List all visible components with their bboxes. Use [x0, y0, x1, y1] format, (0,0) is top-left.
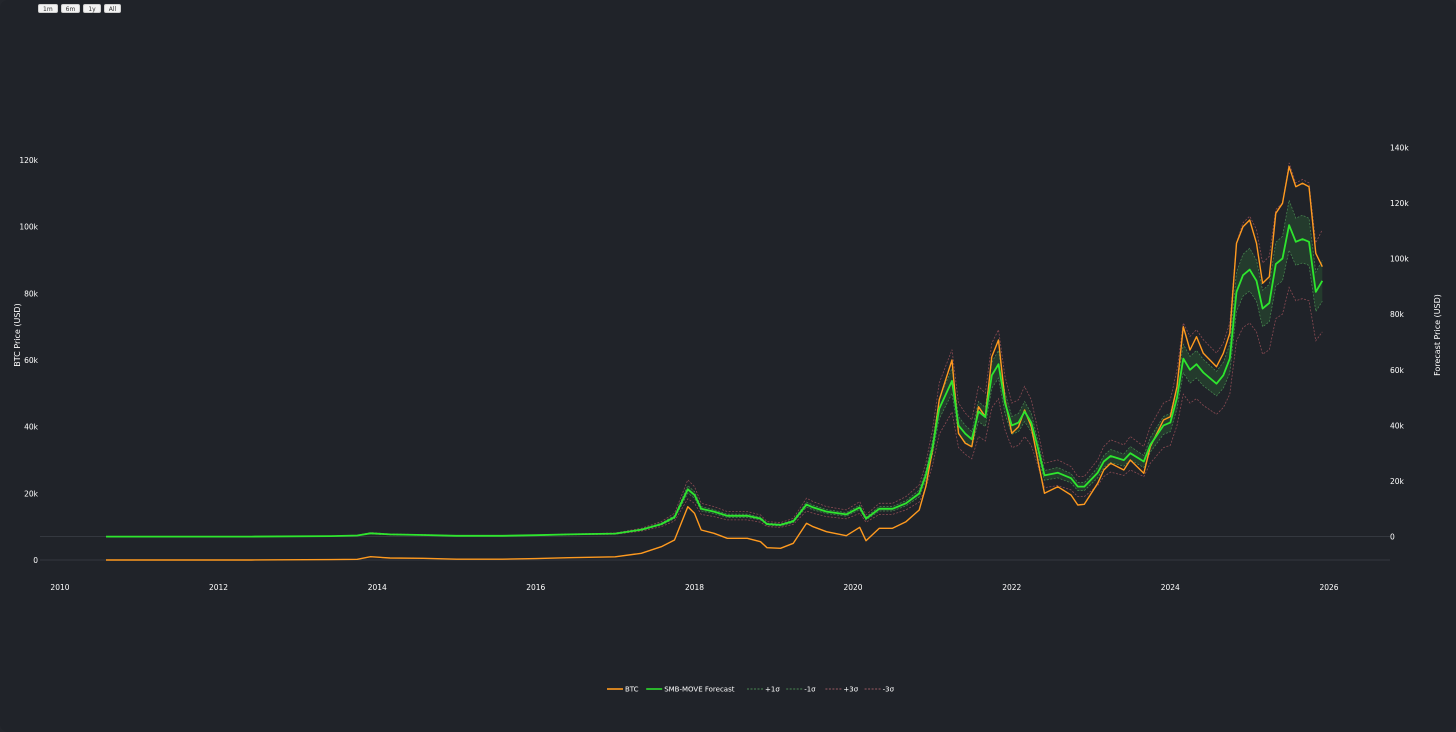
legend-item: +1σ [747, 686, 780, 694]
y2-tick-label: 120k [1390, 199, 1409, 208]
y-tick-label: 60k [24, 356, 39, 365]
x-tick-label: 2026 [1319, 583, 1338, 592]
legend-label: -1σ [804, 686, 816, 694]
range-button-1y[interactable]: 1y [83, 4, 101, 13]
legend-item: SMB-MOVE Forecast [646, 686, 735, 694]
y2-tick-label: 20k [1390, 477, 1405, 486]
legend-item: +3σ [825, 686, 859, 694]
btc-line [106, 166, 1323, 561]
legend-label: +1σ [765, 686, 780, 694]
range-button-6m[interactable]: 6m [60, 4, 81, 13]
x-tick-label: 2022 [1002, 583, 1021, 592]
range-button-all[interactable]: All [103, 4, 122, 13]
minus1-sigma-line [106, 248, 1323, 537]
legend-label: BTC [625, 686, 639, 694]
minus3-sigma-line [106, 286, 1323, 537]
y2-tick-label: 100k [1390, 255, 1409, 264]
legend-item: -1σ [786, 686, 816, 694]
y-tick-label: 100k [19, 223, 38, 232]
plus1-sigma-line [106, 198, 1323, 537]
y-tick-label: 20k [24, 489, 39, 498]
x-tick-label: 2020 [843, 583, 862, 592]
range-button-1m[interactable]: 1m [38, 4, 58, 13]
legend-item: -3σ [864, 686, 895, 694]
x-tick-label: 2018 [685, 583, 704, 592]
y-tick-label: 0 [33, 556, 38, 565]
x-tick-label: 2010 [50, 583, 69, 592]
y2-tick-label: 40k [1390, 421, 1405, 430]
legend: BTC SMB-MOVE Forecast +1σ -1σ +3σ -3σ [607, 686, 895, 694]
range-selector: 1m 6m 1y All [38, 4, 122, 13]
legend-label: -3σ [883, 686, 895, 694]
x-tick-label: 2016 [526, 583, 545, 592]
y-axis-title: BTC Price (USD) [13, 303, 22, 366]
y-tick-label: 80k [24, 289, 39, 298]
legend-label: +3σ [843, 686, 858, 694]
y2-tick-label: 0 [1390, 533, 1395, 542]
y2-tick-label: 80k [1390, 310, 1405, 319]
legend-item: BTC [607, 686, 639, 694]
sigma1-band [106, 200, 1323, 537]
forecast-line [106, 224, 1324, 538]
y2-tick-label: 60k [1390, 366, 1405, 375]
legend-label: SMB-MOVE Forecast [664, 686, 735, 694]
x-tick-label: 2014 [368, 583, 387, 592]
y2-tick-label: 140k [1390, 143, 1409, 152]
plus3-sigma-line [106, 162, 1323, 537]
x-tick-label: 2024 [1161, 583, 1180, 592]
y-tick-label: 120k [19, 156, 38, 165]
y-tick-label: 40k [24, 423, 39, 432]
x-tick-label: 2012 [209, 583, 228, 592]
y2-axis-title: Forecast Price (USD) [1433, 294, 1442, 376]
